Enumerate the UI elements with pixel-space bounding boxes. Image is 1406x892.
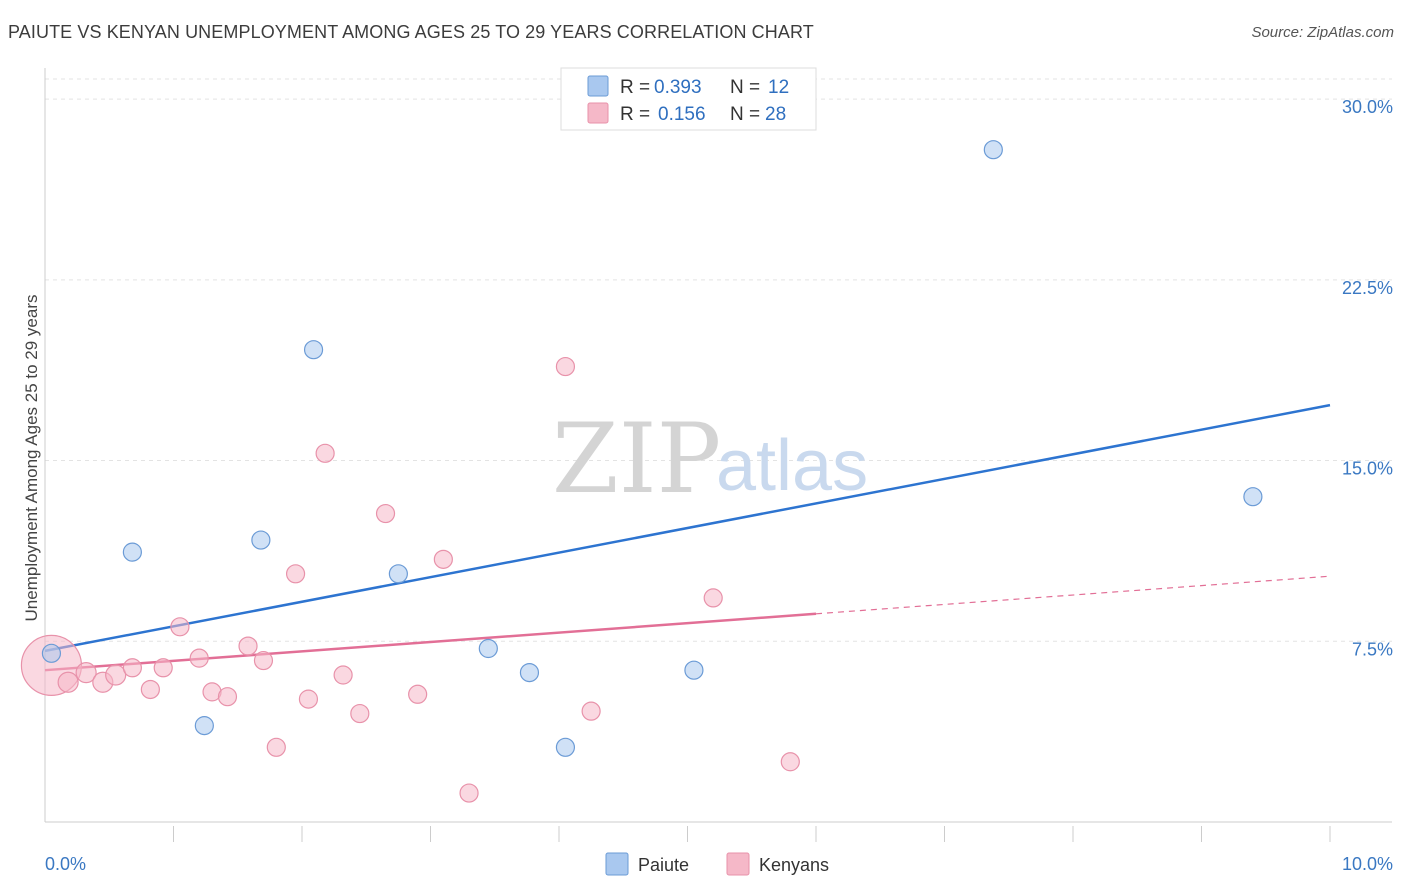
point-kenyans <box>253 650 274 671</box>
point-paiute <box>555 737 576 757</box>
point-kenyans <box>153 658 173 678</box>
data-points <box>20 140 1263 803</box>
point-paiute <box>983 140 1003 160</box>
bottom-legend-label-paiute: Paiute <box>638 855 689 875</box>
watermark: ZIP atlas <box>552 403 868 515</box>
point-kenyans <box>703 588 723 608</box>
point-paiute <box>388 564 408 584</box>
trend-line-kenyans <box>44 612 817 672</box>
y-tick-label: 15.0% <box>1342 459 1393 479</box>
point-paiute <box>519 662 540 683</box>
point-kenyans <box>238 636 258 656</box>
watermark-zip: ZIP <box>552 403 721 515</box>
point-paiute <box>303 340 324 360</box>
point-kenyans <box>266 737 286 757</box>
x-tick-labels: 0.0% 10.0% <box>45 854 1393 874</box>
legend-n-value: 28 <box>765 104 786 125</box>
legend-box: R = 0.393 N = 12 R = 0.156 N = 28 <box>560 67 817 131</box>
point-kenyans <box>122 658 142 678</box>
trend-lines <box>44 403 1331 672</box>
y-tick-labels: 7.5% 15.0% 22.5% 30.0% <box>1342 97 1393 659</box>
point-kenyans <box>408 684 428 704</box>
point-kenyans <box>298 689 319 709</box>
point-paiute <box>41 643 62 663</box>
point-kenyans <box>75 661 97 684</box>
trend-line-extrapolated-kenyans <box>815 575 1331 615</box>
bottom-legend-swatch-kenyans <box>726 852 750 876</box>
x-tick-label: 10.0% <box>1342 854 1393 874</box>
bottom-legend-label-kenyans: Kenyans <box>759 855 829 875</box>
bottom-legend-swatch-paiute <box>605 852 629 876</box>
point-kenyans <box>433 549 453 569</box>
point-paiute <box>122 542 142 562</box>
point-kenyans <box>170 617 190 637</box>
point-kenyans <box>780 752 800 772</box>
legend-swatch-paiute <box>587 75 609 97</box>
legend-r-label: R = <box>620 104 650 125</box>
axes <box>44 68 1392 842</box>
point-kenyans <box>459 783 479 803</box>
y-axis-label: Unemployment Among Ages 25 to 29 years <box>22 295 41 622</box>
point-kenyans <box>140 679 160 700</box>
point-kenyans <box>375 503 396 524</box>
y-tick-label: 30.0% <box>1342 97 1393 117</box>
y-tick-label: 7.5% <box>1352 639 1393 659</box>
gridlines <box>45 78 1392 642</box>
point-kenyans <box>581 701 601 721</box>
trend-line-paiute <box>44 403 1331 653</box>
point-kenyans <box>555 356 576 377</box>
chart-title: PAIUTE VS KENYAN UNEMPLOYMENT AMONG AGES… <box>8 22 814 42</box>
legend-r-value: 0.156 <box>658 104 706 125</box>
legend-n-label: N = <box>730 77 760 98</box>
point-kenyans <box>285 564 306 584</box>
y-tick-label: 22.5% <box>1342 278 1393 298</box>
point-kenyans <box>350 703 370 724</box>
source-label: Source: ZipAtlas.com <box>1251 24 1394 41</box>
x-tick-label: 0.0% <box>45 854 86 874</box>
point-kenyans <box>315 443 335 463</box>
legend-n-value: 12 <box>768 77 789 98</box>
watermark-atlas: atlas <box>716 426 868 506</box>
legend-n-label: N = <box>730 104 760 125</box>
legend-r-label: R = <box>620 77 650 98</box>
bottom-legend: Paiute Kenyans <box>605 852 829 876</box>
legend-swatch-kenyans <box>587 102 609 124</box>
point-kenyans <box>105 664 127 686</box>
point-paiute <box>194 716 214 736</box>
point-kenyans <box>57 671 79 693</box>
point-paiute <box>251 530 271 550</box>
point-paiute <box>684 660 704 680</box>
point-paiute <box>1243 487 1263 507</box>
legend-r-value: 0.393 <box>654 77 702 98</box>
point-kenyans <box>189 648 209 668</box>
point-kenyans <box>217 687 238 707</box>
point-kenyans <box>333 665 353 685</box>
point-paiute <box>478 638 498 659</box>
